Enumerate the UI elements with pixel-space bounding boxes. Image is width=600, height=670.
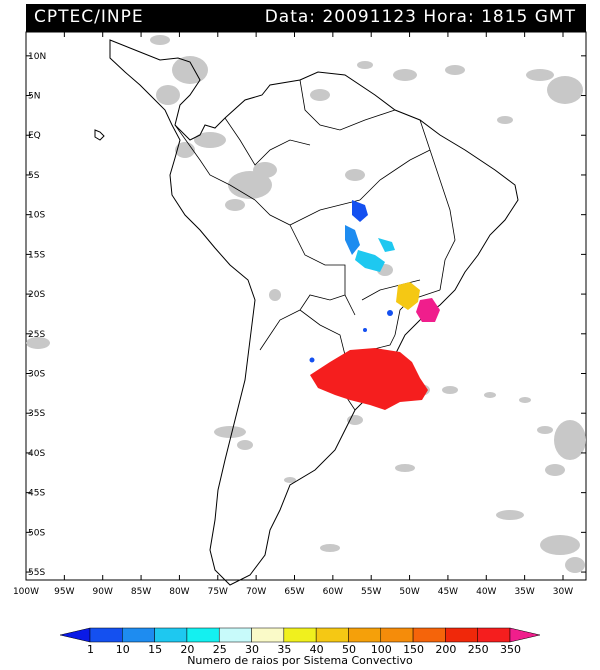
lat-label: EQ	[28, 131, 41, 141]
axis-ticks	[25, 32, 586, 580]
lat-label: 30S	[28, 370, 45, 380]
title-bar: CPTEC/INPE Data: 20091123 Hora: 1815 GMT	[26, 4, 586, 32]
legend-tick-label: 100	[371, 643, 392, 656]
lon-label: 65W	[284, 587, 304, 597]
lat-label: 45S	[28, 489, 45, 499]
legend-tick-label: 250	[468, 643, 489, 656]
map-background	[25, 31, 587, 581]
lon-label: 50W	[399, 587, 419, 597]
lon-label: 85W	[131, 587, 151, 597]
legend-tick-label: 10	[116, 643, 130, 656]
longitude-labels: 100W 95W 90W 85W 80W 75W 70W 65W 60W 55W 50W 45W 40W…	[13, 587, 573, 597]
legend-swatch	[412, 627, 446, 643]
lon-label: 30W	[553, 587, 573, 597]
system-pink	[416, 298, 440, 322]
legend-tick-label: 1	[87, 643, 94, 656]
lon-label: 35W	[514, 587, 534, 597]
lat-label: 40S	[28, 449, 45, 459]
lon-label: 45W	[438, 587, 458, 597]
lon-label: 60W	[323, 587, 343, 597]
system-mid-blue	[345, 225, 360, 255]
legend-tick-label: 150	[403, 643, 424, 656]
system-cyan	[355, 250, 385, 272]
legend-swatch	[477, 627, 511, 643]
legend-swatch	[445, 627, 478, 643]
legend-tick-label: 350	[500, 643, 521, 656]
legend-ticks: 1 10 15 20 25 30 35 40 50 100 150 200 250 350	[87, 643, 521, 656]
system-blue-dot-2	[309, 357, 315, 363]
legend-swatch	[283, 627, 317, 643]
legend-tick-label: 35	[277, 643, 291, 656]
legend-tick-label: 40	[310, 643, 324, 656]
legend-tick-label: 25	[213, 643, 227, 656]
lat-label: 20S	[28, 290, 45, 300]
legend-tick-label: 50	[342, 643, 356, 656]
lat-label: 5S	[28, 171, 40, 181]
legend-bar	[59, 627, 541, 643]
legend-swatch	[59, 627, 91, 643]
legend-swatch	[122, 627, 155, 643]
lon-label: 55W	[361, 587, 381, 597]
lat-label: 15S	[28, 250, 45, 260]
lat-label: 5N	[28, 92, 40, 102]
legend-swatch	[218, 627, 252, 643]
system-yellow	[396, 282, 420, 310]
lat-label: 10N	[28, 52, 46, 62]
legend-swatch	[348, 627, 382, 643]
legend-tick-label: 30	[245, 643, 259, 656]
lon-label: 95W	[54, 587, 74, 597]
legend-swatch	[380, 627, 414, 643]
latitude-labels: 10N 5N EQ 5S 10S 15S 20S 25S 30S 35S 40S 45S 50S 55S	[28, 52, 46, 578]
lon-label: 80W	[169, 587, 189, 597]
system-cyan-2	[378, 238, 395, 252]
lat-label: 55S	[28, 568, 45, 578]
legend-tick-label: 200	[435, 643, 456, 656]
lat-label: 25S	[28, 330, 45, 340]
legend-tick-label: 15	[148, 643, 162, 656]
lat-label: 50S	[28, 528, 45, 538]
lat-label: 35S	[28, 409, 45, 419]
legend-swatch	[89, 627, 123, 643]
timestamp-label: Data: 20091123 Hora: 1815 GMT	[264, 7, 576, 27]
lon-label: 90W	[93, 587, 113, 597]
lon-label: 70W	[246, 587, 266, 597]
legend-swatch	[154, 627, 188, 643]
lat-label: 10S	[28, 211, 45, 221]
system-blue-dot-3	[363, 328, 367, 332]
source-label: CPTEC/INPE	[34, 7, 144, 27]
lon-label: 75W	[208, 587, 228, 597]
legend-swatch	[251, 627, 285, 643]
lightning-systems	[309, 200, 440, 410]
legend-swatch	[509, 627, 541, 643]
system-red-large	[310, 348, 428, 410]
legend-tick-label: 20	[180, 643, 194, 656]
legend-swatch	[186, 627, 220, 643]
legend-swatch	[315, 627, 349, 643]
lon-label: 40W	[476, 587, 496, 597]
system-north-blue	[352, 200, 368, 222]
legend-caption: Numero de raios por Sistema Convectivo	[187, 654, 413, 667]
system-blue-dot	[387, 310, 393, 316]
lon-label: 100W	[13, 587, 39, 597]
